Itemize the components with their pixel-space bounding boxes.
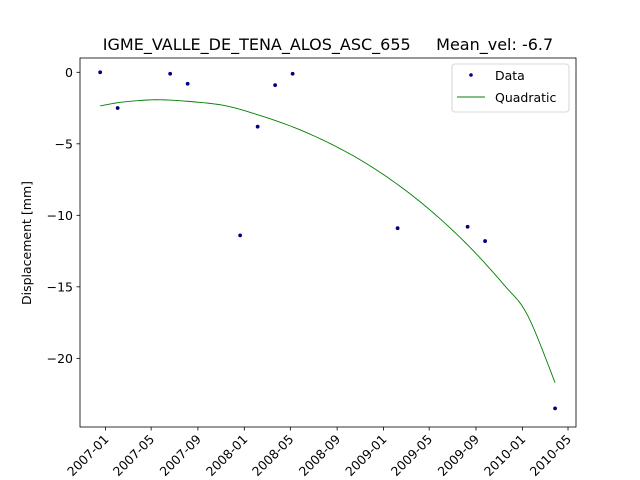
x-tick-label: 2009-01 [342, 432, 390, 480]
y-tick-label: 0 [65, 65, 73, 80]
data-point [98, 70, 103, 75]
x-tick-label: 2007-09 [156, 431, 204, 479]
chart-title: IGME_VALLE_DE_TENA_ALOS_ASC_655 Mean_vel… [103, 35, 553, 55]
data-point [238, 233, 243, 238]
x-tick-label: 2010-01 [481, 432, 529, 480]
data-point [465, 224, 470, 229]
legend-data-label: Data [495, 68, 525, 83]
y-tick-label: −15 [47, 279, 73, 294]
data-point [185, 81, 190, 86]
data-point [168, 71, 173, 76]
legend-box [451, 63, 570, 113]
data-point [483, 239, 487, 243]
x-tick-label: 2008-05 [249, 432, 297, 480]
x-tick-label: 2007-01 [64, 432, 112, 480]
plot-frame [79, 57, 577, 428]
x-tick-label: 2008-01 [203, 432, 251, 480]
x-tick-label: 2007-05 [110, 432, 158, 480]
y-axis-label: Displacement [mm] [19, 181, 34, 305]
y-tick-label: −10 [47, 208, 73, 223]
legend-data-marker [469, 73, 473, 77]
data-point [255, 124, 260, 129]
legend: Data Quadratic [451, 63, 570, 113]
y-tick-label: −20 [47, 351, 73, 366]
data-point [273, 83, 278, 88]
legend-fit-label: Quadratic [495, 90, 557, 105]
x-tick-label: 2010-05 [527, 432, 575, 480]
x-tick-label: 2009-05 [388, 432, 436, 480]
y-axis: 0 −5 −10 −15 −20 [47, 65, 80, 366]
data-point [553, 406, 557, 411]
data-point [290, 71, 295, 76]
y-tick-label: −5 [55, 136, 73, 151]
data-point [395, 226, 400, 231]
x-tick-label: 2009-09 [435, 431, 483, 479]
quadratic-fit-line [100, 99, 556, 383]
x-tick-label: 2008-09 [296, 431, 344, 479]
data-point [115, 106, 120, 110]
fit-curve-layer [100, 99, 556, 383]
data-point-layer [98, 70, 557, 411]
